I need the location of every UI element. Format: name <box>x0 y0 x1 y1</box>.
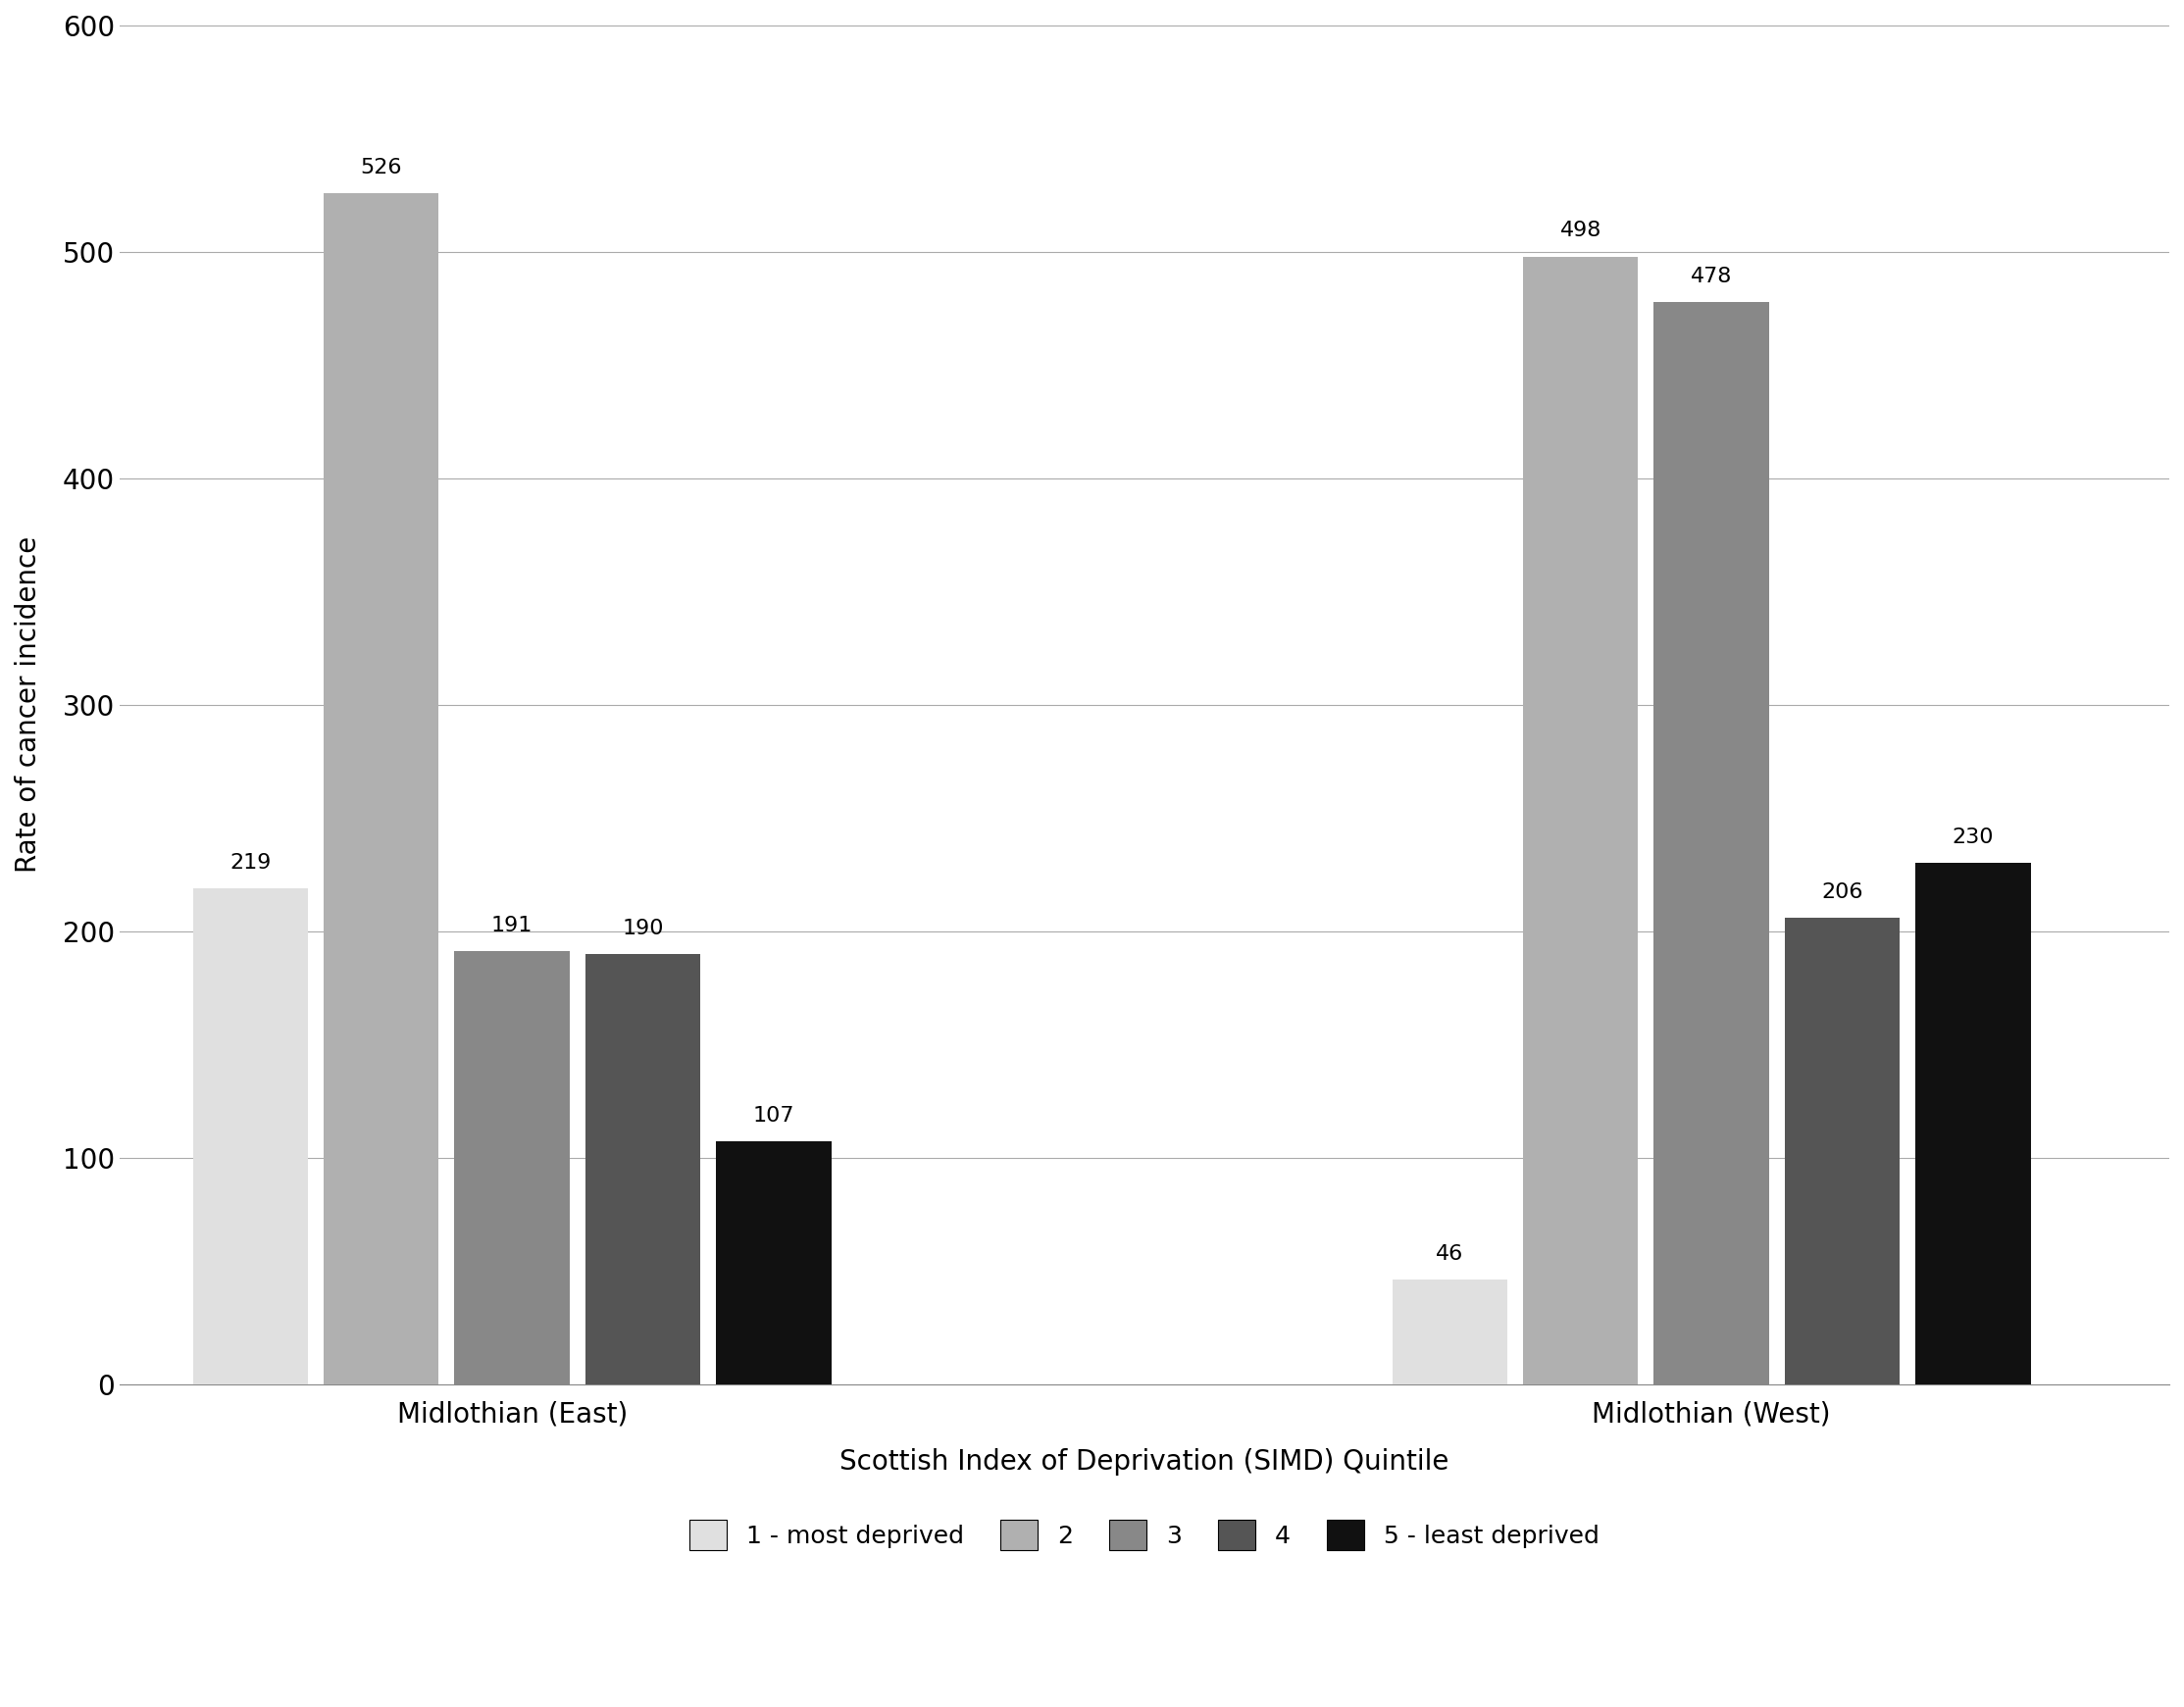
Bar <box>192 888 308 1384</box>
Text: 219: 219 <box>229 854 271 872</box>
Bar <box>1522 256 1638 1384</box>
Text: 46: 46 <box>1435 1244 1463 1263</box>
Bar <box>1391 1280 1507 1384</box>
Text: 107: 107 <box>753 1106 795 1127</box>
Bar <box>1915 864 2031 1384</box>
Text: 206: 206 <box>1821 883 1863 901</box>
Bar <box>323 193 439 1384</box>
Text: 190: 190 <box>622 918 664 937</box>
Bar <box>716 1142 832 1384</box>
Y-axis label: Rate of cancer incidence: Rate of cancer incidence <box>15 536 41 872</box>
Text: 191: 191 <box>491 917 533 935</box>
Text: 526: 526 <box>360 157 402 178</box>
Text: 478: 478 <box>1690 266 1732 285</box>
X-axis label: Scottish Index of Deprivation (SIMD) Quintile: Scottish Index of Deprivation (SIMD) Qui… <box>841 1448 1450 1475</box>
Bar <box>585 954 701 1384</box>
Bar <box>454 951 570 1384</box>
Bar <box>1784 918 1900 1384</box>
Text: 230: 230 <box>1952 828 1994 847</box>
Legend: 1 - most deprived, 2, 3, 4, 5 - least deprived: 1 - most deprived, 2, 3, 4, 5 - least de… <box>677 1507 1612 1562</box>
Bar <box>1653 302 1769 1384</box>
Text: 498: 498 <box>1559 220 1601 241</box>
